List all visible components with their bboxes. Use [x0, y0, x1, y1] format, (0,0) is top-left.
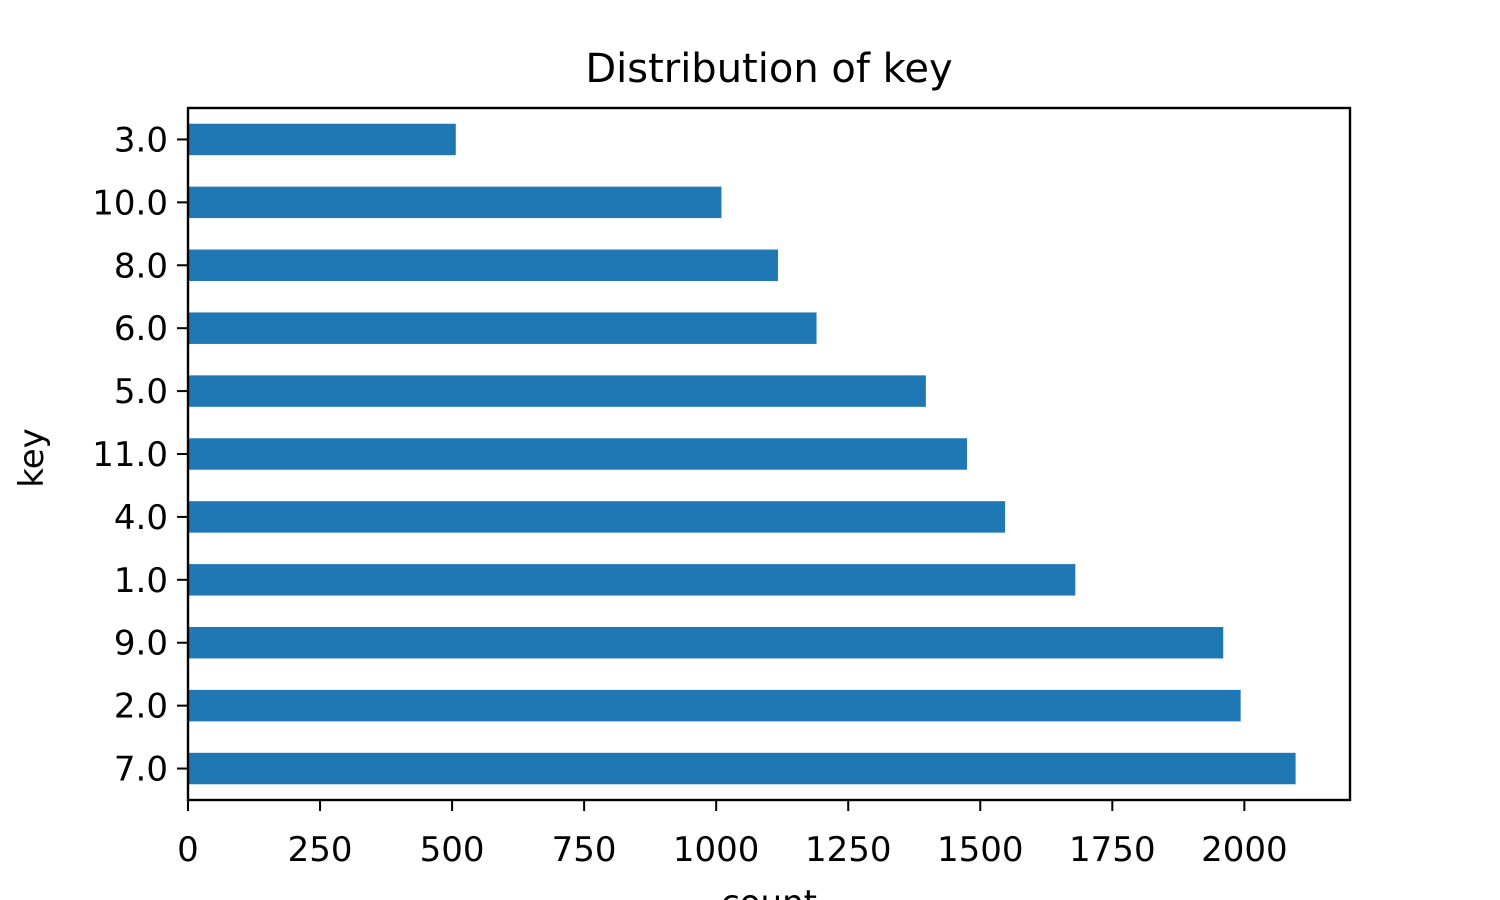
y-tick-label: 4.0: [114, 498, 168, 538]
y-tick-label: 3.0: [114, 120, 168, 160]
y-axis-ticks: 3.0 10.0 8.0 6.0 5.0 11.0 4.0 1.0 9.0 2.0 7.0: [92, 120, 188, 790]
plot-frame: [186, 106, 1352, 802]
x-tick-label: 1000: [673, 830, 760, 870]
y-tick-label: 11.0: [92, 435, 168, 475]
bar-8.0: [188, 249, 778, 281]
x-tick-label: 1750: [1069, 830, 1156, 870]
bar-7.0: [188, 752, 1296, 785]
y-tick-label: 9.0: [114, 624, 168, 664]
y-axis-label: key: [12, 428, 52, 488]
bar-11.0: [188, 438, 968, 470]
y-tick-label: 10.0: [92, 183, 168, 223]
chart-title: Distribution of key: [585, 46, 952, 92]
x-tick-label: 750: [552, 830, 617, 870]
x-tick-label: 1500: [937, 830, 1024, 870]
bar-5.0: [188, 375, 926, 407]
bar-1.0: [188, 564, 1076, 596]
bar-9.0: [188, 627, 1224, 659]
y-tick-label: 7.0: [114, 750, 168, 790]
y-tick-label: 6.0: [114, 309, 168, 349]
x-tick-label: 500: [420, 830, 485, 870]
bar-3.0: [188, 123, 456, 156]
x-tick-label: 250: [288, 830, 353, 870]
x-axis-ticks: 0 250 500 750 1000 1250 1500 1750 2000: [177, 800, 1288, 870]
x-tick-label: 1250: [805, 830, 892, 870]
bar-6.0: [188, 312, 817, 344]
bar-2.0: [188, 689, 1241, 722]
y-tick-label: 1.0: [114, 561, 168, 601]
bars-group: [188, 123, 1296, 785]
bar-4.0: [188, 501, 1006, 533]
y-tick-label: 8.0: [114, 246, 168, 286]
x-tick-label: 2000: [1201, 830, 1288, 870]
x-axis-label: count: [721, 883, 817, 900]
bar-10.0: [188, 186, 722, 219]
x-tick-label: 0: [177, 830, 199, 870]
y-tick-label: 2.0: [114, 687, 168, 727]
y-tick-label: 5.0: [114, 372, 168, 412]
